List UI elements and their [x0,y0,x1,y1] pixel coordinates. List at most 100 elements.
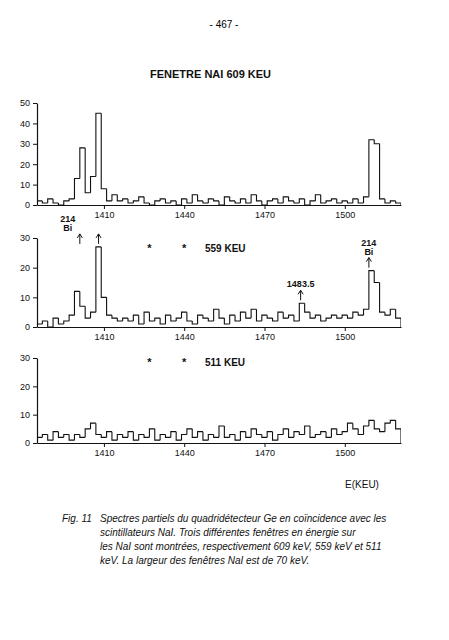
y-tick-mark [33,205,37,206]
histogram-bin [219,309,224,318]
histogram-bin [347,423,352,432]
histogram-bin [96,247,101,312]
x-axis: 1410144014701500 [38,327,402,342]
caption-line: Spectres partiels du quadridétecteur Ge … [100,513,386,524]
histogram-bin [165,199,170,203]
histogram [37,420,401,443]
histogram-bin [160,435,165,441]
histogram-bin [48,435,53,441]
histogram-bin [144,197,149,203]
histogram-bin [171,201,176,203]
y-tick-label: 40 [20,119,30,129]
histogram-bin [289,315,294,318]
histogram-bin [101,247,106,297]
histogram-bin [364,426,369,435]
histogram-bin [374,271,379,283]
x-tick-mark [104,205,105,209]
x-tick-label: 1440 [175,332,195,342]
caption-line: les NaI sont montrées, respectivement 60… [100,541,381,552]
x-tick: 1470 [255,205,275,220]
x-tick: 1500 [335,443,355,458]
histogram-bin [353,423,358,429]
y-tick-mark [33,415,37,416]
histogram-bin [139,197,144,201]
histogram-bin [369,140,374,197]
histogram-bin [85,306,90,318]
histogram-bin [230,315,235,324]
histogram-bin [58,432,63,438]
histogram-bin [80,435,85,438]
histogram-bin [203,315,208,318]
histogram-bin [385,423,390,432]
y-axis: 0 10 20 30 [20,353,38,448]
histogram-bin [262,315,267,321]
y-tick: 0 [25,438,37,448]
histogram-bin [337,199,342,203]
histogram-bin [139,435,144,441]
histogram-bin [123,318,128,321]
y-tick-label: 20 [20,382,30,392]
histogram-bin [251,429,256,438]
histogram-bin [139,315,144,324]
y-tick: 10 [20,293,37,303]
y-tick-mark [33,164,37,165]
histogram-bin [208,199,213,203]
histogram-bin [91,312,96,318]
symbol: * [147,242,152,254]
histogram-bin [310,312,315,318]
y-tick-mark [33,327,37,328]
y-tick-label: 0 [25,200,30,210]
histogram-bin [321,315,326,321]
histogram-bin [299,199,304,203]
y-tick-mark [33,443,37,444]
histogram-bin [128,432,133,438]
histogram-bin [155,318,160,321]
histogram-bin [347,201,352,203]
histogram-bin [251,309,256,318]
y-tick: 20 [20,160,37,170]
histogram-bin [262,201,267,205]
histogram-bin [240,199,245,203]
y-tick: 30 [20,139,37,149]
y-tick-label: 0 [25,438,30,448]
histogram-bin [160,199,165,201]
histogram-bin [364,197,369,203]
histogram-bin [251,195,256,203]
histogram-bin [342,432,347,435]
x-tick: 1500 [335,205,355,220]
histogram-bin [182,199,187,205]
histogram-bin [289,429,294,438]
histogram-bin [42,201,47,203]
y-tick-label: 10 [20,410,30,420]
x-tick-mark [184,443,185,447]
histogram-bin [64,201,69,205]
histogram-bin [342,315,347,318]
x-tick-mark [345,205,346,209]
histogram-bin [192,321,197,324]
histogram-bin [187,429,192,435]
histogram-bin [117,195,122,201]
histogram-bin [219,201,224,205]
histogram-bin [331,429,336,438]
y-tick-label: 10 [20,180,30,190]
y-tick-label: 30 [20,353,30,363]
histogram-bin [69,435,74,441]
histogram-bin [112,195,117,201]
histogram-bin [53,318,58,327]
histogram-bin [123,199,128,201]
histogram-bin [369,271,374,310]
histogram-bin [305,426,310,435]
histogram-bin [187,312,192,321]
histogram-bin [235,315,240,321]
histogram [37,113,401,205]
histogram-bin [331,315,336,318]
histogram-bin [331,199,336,201]
histogram-bin [37,437,42,443]
histogram-bin [171,432,176,438]
x-tick-mark [345,327,346,331]
histogram-bin [321,432,326,435]
histogram-bin [85,429,90,438]
histogram-bin [240,312,245,321]
y-tick: 0 [25,322,37,332]
histogram-bin [48,321,53,327]
